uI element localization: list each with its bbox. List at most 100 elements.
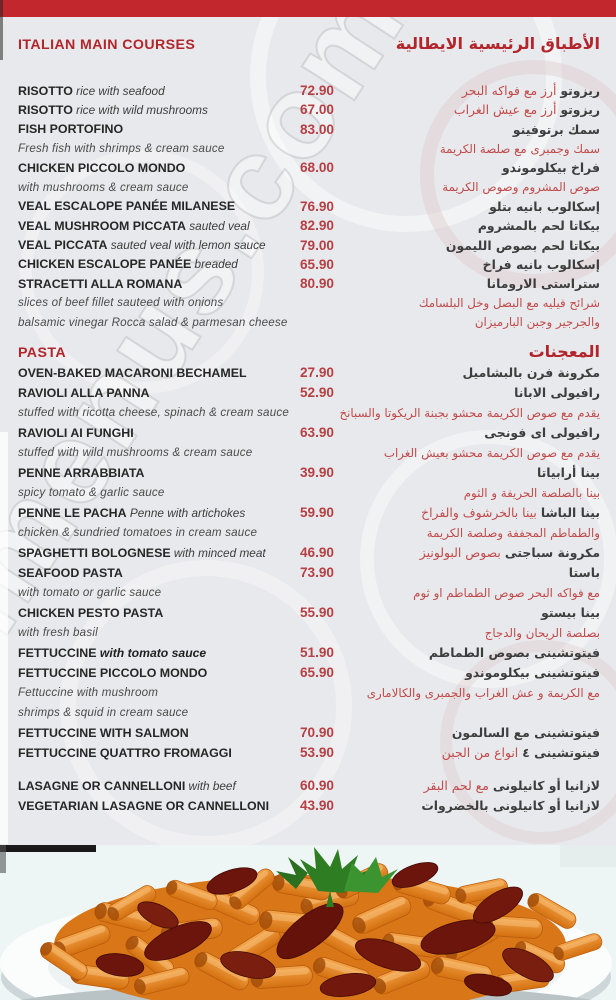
item-name-ar-text: رافيولى اى فونجى [484, 425, 600, 441]
item-name-ar: بينا الباشا بينا بالخرشوف والفراخ [338, 505, 600, 520]
item-desc-ar: شرائح فيليه مع البصل وخل البلسامك [418, 295, 600, 310]
item-desc-ar-inline: بينا بالخرشوف والفراخ [421, 505, 541, 521]
item-desc-en: balsamic vinegar Rocca salad & parmesan … [18, 315, 288, 329]
item-price: 52.90 [299, 385, 334, 401]
item-suffix-text: with minced meat [170, 545, 266, 560]
item-name-en: VEGETARIAN LASAGNE OR CANNELLONI [18, 797, 269, 815]
menu-item-description-row: chicken & sundried tomatoes in cream sau… [18, 523, 600, 543]
item-price: 76.90 [299, 198, 334, 214]
item-name-en: VEAL ESCALOPE PANÉE MILANESE [18, 197, 268, 215]
item-name-ar: بينا بيستو [338, 605, 600, 620]
menu-item-description-row: slices of beef fillet sauteed with onion… [18, 293, 600, 312]
item-name-text: RISOTTO [18, 102, 73, 117]
item-desc-ar: صوص المشروم وصوص الكريمة [442, 180, 600, 195]
item-name-ar-text: إسكالوب بانيه بتلو [489, 198, 600, 214]
item-name-ar: لازانيا أو كانيلونى مع لحم البقر [338, 778, 600, 793]
item-name-ar: مكرونة سباجتى بصوص البولونيز [338, 545, 600, 560]
item-name-ar-text: ستراستى الارومانا [486, 276, 600, 292]
item-name-text: RAVIOLI AI FUNGHI [18, 425, 134, 440]
item-name-text: OVEN-BAKED MACARONI BECHAMEL [18, 365, 247, 380]
item-price: 80.90 [299, 276, 334, 292]
item-name-text: SEAFOOD PASTA [18, 565, 123, 580]
item-name-en: FETTUCCINE with tomato sauce [18, 644, 268, 662]
item-name-text: CHICKEN PICCOLO MONDO [18, 160, 186, 175]
item-price: 39.90 [299, 465, 334, 481]
item-desc-en: with tomato or garlic sauce [18, 586, 162, 600]
item-name-ar-text: بينا الباشا [540, 505, 600, 521]
item-desc-ar-inline: انواع من الجبن [441, 745, 523, 761]
item-desc-en: stuffed with ricotta cheese, spinach & c… [18, 406, 289, 420]
item-name-ar-text: بيكاتا لحم بالمشروم [477, 218, 600, 234]
item-price: 60.90 [299, 778, 334, 794]
item-name-ar-text: بينا أرابياتا [536, 465, 600, 481]
item-name-ar-text: لازانيا أو كانيلونى [492, 778, 600, 794]
section-heading: ITALIAN MAIN COURSES الأطباق الرئيسية الا… [18, 34, 600, 53]
item-name-ar-text: لازانيا أو كانيلونى بالخضروات [421, 798, 600, 814]
item-price: 65.90 [299, 256, 334, 272]
item-name-ar-text: سمك برتوفينو [512, 121, 600, 137]
item-name-ar: بيكاتا لحم بصوص الليمون [338, 238, 600, 253]
item-price: 68.00 [299, 160, 334, 176]
scan-fold-artifact [0, 432, 8, 844]
item-name-ar: رافيولى الابانا [338, 385, 600, 400]
item-name-ar: فيتوتشينى ٤ انواع من الجبن [338, 745, 600, 760]
item-name-text: PENNE LE PACHA [18, 505, 127, 520]
item-price: 70.90 [299, 725, 334, 741]
item-name-ar-text: مكرونة فرن بالبشاميل [462, 365, 600, 381]
item-name-en: RISOTTO rice with wild mushrooms [18, 101, 268, 119]
item-desc-en: with mushrooms & cream sauce [18, 180, 189, 194]
menu-item-description-row: with fresh basil بصلصة الريحان والدجاج [18, 623, 600, 643]
menu-item-row: VEAL MUSHROOM PICCATA sauted veal 82.90 بي… [18, 216, 600, 235]
section-title-ar: الأطباق الرئيسية الايطالية [395, 34, 600, 53]
item-name-en: FETTUCCINE QUATTRO FROMAGGI [18, 744, 268, 762]
menu-item-row: RISOTTO rice with seafood 72.90 ريزوتو أرز… [18, 81, 600, 100]
menu-item-row: LASAGNE OR CANNELLONI with beef 60.90 لازا… [18, 776, 600, 796]
item-desc-en: slices of beef fillet sauteed with onion… [18, 296, 224, 310]
item-name-ar: فيتوتشينى مع السالمون [338, 725, 600, 740]
item-suffix-text: sauted veal with lemon sauce [107, 238, 266, 253]
item-price: 67.00 [299, 102, 334, 118]
menu-item-description-row: spicy tomato & garlic sauce بينا بالصلصة … [18, 483, 600, 503]
menu-item-description-row: with mushrooms & cream sauce صوص المشروم … [18, 177, 600, 196]
menu-item-row: VEGETARIAN LASAGNE OR CANNELLONI 43.90 لاز… [18, 796, 600, 816]
item-name-ar-text: باستا [568, 565, 600, 581]
menu-item-description-row: shrimps & squid in cream sauce [18, 703, 600, 723]
menu-item-row: RAVIOLI ALLA PANNA 52.90 رافيولى الابانا [18, 383, 600, 403]
item-name-text: STRACETTI ALLA ROMANA [18, 276, 183, 291]
item-name-en: RAVIOLI AI FUNGHI [18, 424, 268, 442]
item-suffix-text: rice with seafood [72, 83, 165, 98]
menu-item-description-row: Fresh fish with shrimps & cream sauce سمك… [18, 139, 600, 158]
item-desc-ar: والجرجير وجبن البارميزان [474, 315, 600, 330]
item-name-text: FETTUCCINE [18, 645, 97, 660]
item-name-ar-text: إسكالوب بانيه فراخ [482, 256, 600, 272]
parsley-garnish [276, 847, 398, 907]
item-name-ar-text: ريزوتو [560, 102, 600, 118]
item-desc-ar: بينا بالصلصة الحريفة و الثوم [463, 485, 600, 500]
item-name-text: FETTUCCINE PICCOLO MONDO [18, 665, 208, 680]
item-suffix-text: breaded [191, 257, 238, 272]
menu-sections: ITALIAN MAIN COURSES الأطباق الرئيسية الا… [0, 34, 616, 816]
item-name-en: OVEN-BAKED MACARONI BECHAMEL [18, 364, 268, 382]
item-name-en: RAVIOLI ALLA PANNA [18, 384, 268, 402]
item-name-ar-text: رافيولى الابانا [514, 385, 600, 401]
item-suffix-text: with tomato sauce [96, 645, 207, 660]
item-suffix-text: Penne with artichokes [126, 505, 246, 520]
item-name-en: CHICKEN ESCALOPE PANÉE breaded [18, 255, 268, 273]
item-name-en: STRACETTI ALLA ROMANA [18, 275, 268, 293]
menu-item-row: STRACETTI ALLA ROMANA 80.90 ستراستى الاروم… [18, 274, 600, 293]
item-name-en: FISH PORTOFINO [18, 120, 268, 138]
item-name-ar-text: بيكاتا لحم بصوص الليمون [445, 237, 600, 253]
item-price: 65.90 [299, 665, 334, 681]
item-name-en: RISOTTO rice with seafood [18, 82, 268, 100]
item-name-ar: إسكالوب بانيه فراخ [338, 257, 600, 272]
item-desc-ar: مع الكريمة و عش الغراب والجمبرى والكالام… [366, 685, 600, 700]
item-name-ar: بينا أرابياتا [338, 465, 600, 480]
item-name-en: SPAGHETTI BOLOGNESE with minced meat [18, 544, 268, 562]
item-desc-en: with fresh basil [18, 626, 98, 640]
top-red-bar [0, 0, 616, 17]
item-suffix-text: rice with wild mushrooms [72, 102, 208, 117]
item-name-ar-text: فيتوتشينى مع السالمون [451, 725, 600, 741]
item-desc-en: chicken & sundried tomatoes in cream sau… [18, 526, 258, 540]
item-desc-ar: يقدم مع صوص الكريمة محشو بعيش الغراب [383, 445, 600, 460]
